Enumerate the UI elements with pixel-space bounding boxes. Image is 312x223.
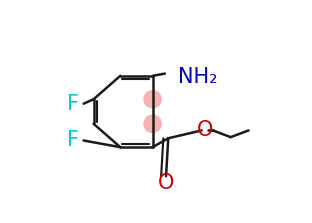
Text: F: F — [67, 94, 80, 114]
Text: F: F — [67, 130, 80, 151]
Text: O: O — [158, 173, 174, 193]
Circle shape — [143, 114, 162, 133]
Text: O: O — [197, 120, 213, 140]
Circle shape — [143, 90, 162, 109]
Text: NH₂: NH₂ — [178, 67, 218, 87]
